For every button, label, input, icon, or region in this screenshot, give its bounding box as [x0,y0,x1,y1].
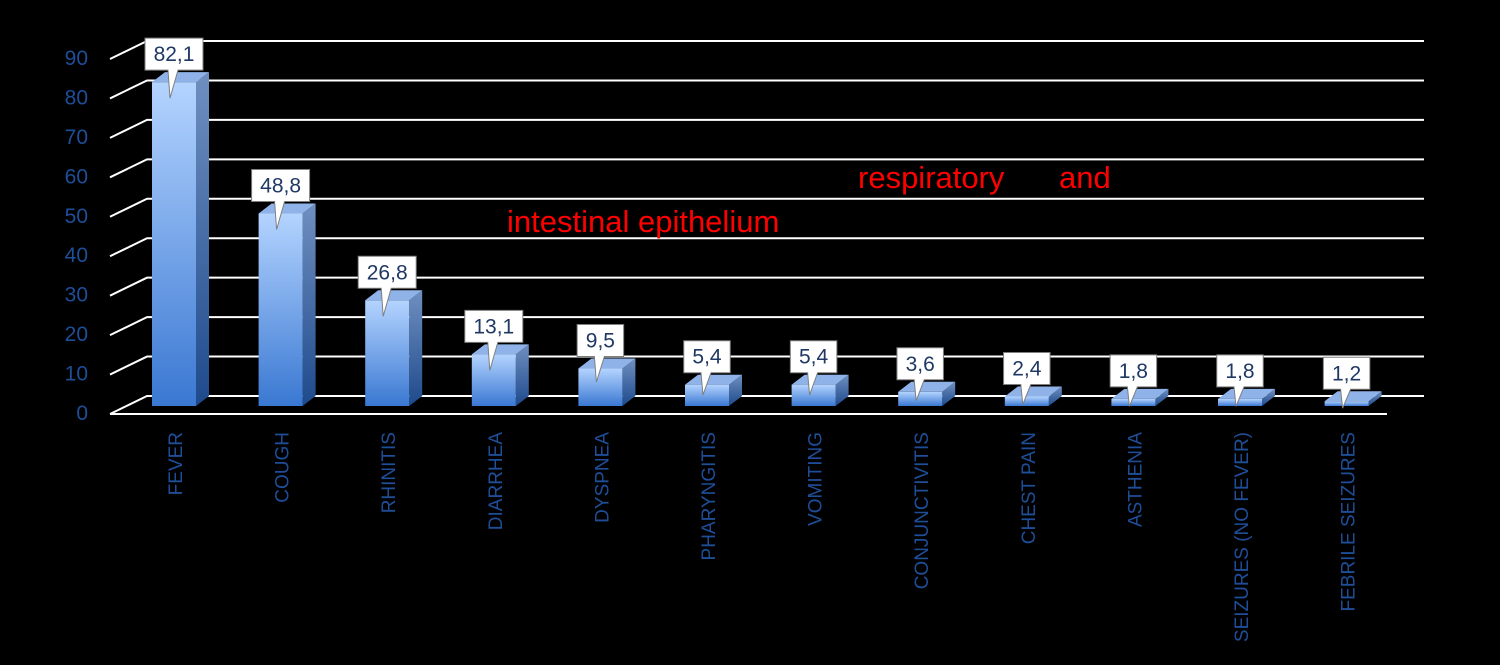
data-label: 1,8 [1216,354,1264,407]
svg-text:9,5: 9,5 [586,330,615,353]
bar [1324,391,1382,406]
svg-text:2,4: 2,4 [1012,358,1042,381]
gridline [109,197,1424,218]
y-tick-label: 30 [65,284,88,307]
svg-text:5,4: 5,4 [799,346,829,369]
gridlines [109,40,1424,415]
svg-text:1,2: 1,2 [1332,362,1361,385]
data-label: 1,8 [1109,354,1158,407]
data-label: 9,5 [576,324,625,383]
data-label: 82,1 [144,37,204,99]
overlay-text-intestinal-epithelium: intestinal epithelium [507,204,780,239]
bar [1218,388,1275,406]
y-tick-label: 60 [65,165,88,188]
gridline [109,158,1424,179]
svg-text:82,1: 82,1 [154,43,195,66]
bar [1004,386,1062,406]
bar [365,290,423,406]
overlay-text-and: and [1059,160,1111,195]
y-tick-label: 0 [76,402,88,425]
x-tick-label: VOMITING [806,432,827,526]
data-label: 13,1 [464,309,524,371]
x-tick-label: DIARRHEA [486,432,507,531]
overlay-text-respiratory: respiratory [858,160,1005,195]
y-tick-label: 10 [65,363,88,386]
data-label: 48,8 [251,169,311,230]
svg-text:48,8: 48,8 [260,175,301,198]
svg-text:3,6: 3,6 [906,353,935,376]
bars [152,72,1382,407]
bar [898,381,956,406]
y-tick-label: 50 [65,205,88,228]
bar [471,344,529,406]
bar [685,374,742,406]
gridline [109,355,1424,376]
bar [258,203,316,406]
svg-text:1,8: 1,8 [1225,360,1254,383]
x-tick-label: RHINITIS [379,432,400,513]
data-label: 3,6 [896,347,944,401]
data-label: 5,4 [683,340,731,396]
data-labels: 82,1 48,8 26,8 13,1 9,5 5,4 5,4 3,6 2,4 1,8 1,8 1,2 [144,37,1371,409]
x-tick-label: DYSPNEA [592,432,613,523]
x-tick-label: FEVER [166,432,187,495]
x-tick-label: SEIZURES (NO FEVER) [1232,432,1253,642]
gridline [109,79,1424,100]
svg-text:5,4: 5,4 [692,346,722,369]
y-axis-ticks: 0 10 20 30 40 50 60 70 80 90 [65,47,88,425]
bar [791,374,849,406]
gridline [109,40,1424,60]
x-tick-label: COUGH [273,432,294,503]
y-tick-label: 80 [65,86,88,109]
svg-text:13,1: 13,1 [473,315,514,338]
gridline [109,316,1424,337]
x-tick-label: CHEST PAIN [1019,432,1040,544]
gridline [109,395,1424,415]
svg-text:1,8: 1,8 [1119,360,1148,383]
data-label: 26,8 [357,255,417,317]
x-tick-label: PHARYNGITIS [699,432,720,560]
svg-text:26,8: 26,8 [367,261,408,284]
data-label: 2,4 [1003,352,1051,405]
x-tick-label: FEBRILE SEIZURES [1339,432,1360,612]
data-label: 5,4 [789,340,838,396]
y-tick-label: 40 [65,244,88,267]
y-tick-label: 70 [65,126,88,149]
x-tick-label: ASTHENIA [1125,432,1146,527]
data-label: 1,2 [1322,356,1371,409]
bar [578,358,636,406]
x-tick-label: CONJUNCTIVITIS [912,432,933,589]
x-axis-ticks: FEVER COUGH RHINITIS DIARRHEA DYSPNEA PHARYNG… [166,432,1360,642]
bar [152,72,209,407]
gridline [109,237,1424,258]
gridline [109,276,1424,297]
gridline [109,118,1424,139]
y-tick-label: 20 [65,323,88,346]
y-tick-label: 90 [65,47,88,70]
bar [1111,388,1169,406]
